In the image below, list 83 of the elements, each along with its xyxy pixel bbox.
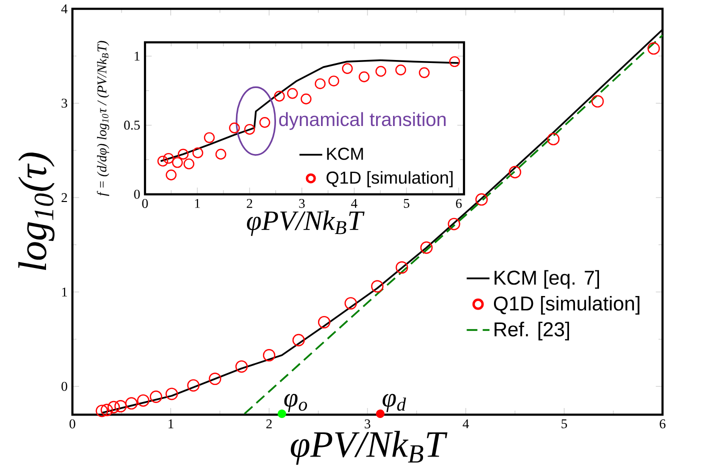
y-axis-title: f = (d/dφ) log$_{10}$τ / (PV/Nk$_{B}$T) [96, 40, 110, 196]
point [314, 78, 326, 89]
x-tick-label: 5 [404, 198, 410, 208]
point [300, 93, 312, 104]
point [371, 280, 384, 292]
point [647, 42, 660, 55]
point [396, 261, 408, 274]
point [328, 75, 340, 86]
point [166, 169, 177, 180]
point [344, 296, 357, 310]
annotation: dynamical transition [279, 112, 446, 130]
point [204, 132, 215, 143]
point [192, 147, 204, 158]
annotation: φ$_{d}$ [382, 394, 406, 412]
point [318, 316, 330, 328]
point [235, 360, 248, 373]
x-axis-title: φPV/Nk$_{B}$T [290, 430, 448, 465]
point [448, 218, 460, 230]
point [166, 388, 178, 400]
point [150, 390, 162, 403]
point [172, 156, 183, 168]
point [208, 372, 222, 385]
y-tick-label: 0 [134, 190, 140, 199]
x-tick-label: 1 [168, 419, 174, 428]
legend-label: KCM [eq. 7] [494, 270, 600, 289]
x-tick-label: 1 [195, 198, 200, 208]
point [125, 397, 138, 410]
line-series [160, 59, 460, 162]
point [259, 116, 270, 128]
x-tick-label: 5 [562, 419, 567, 428]
y-axis-title: log$_{10}$(τ) [18, 152, 55, 270]
y-tick-label: 0 [62, 382, 68, 391]
point [184, 158, 194, 170]
point [508, 166, 522, 178]
x-tick-label: 3 [364, 419, 370, 428]
legend-label: KCM [327, 148, 363, 160]
point [262, 348, 276, 362]
point [274, 90, 285, 102]
y-tick-label: 1 [62, 287, 67, 296]
point [292, 334, 305, 346]
point [547, 132, 560, 146]
point [244, 124, 255, 135]
point [375, 66, 386, 77]
point [358, 71, 370, 82]
y-tick-label: 1 [134, 52, 140, 60]
point [215, 148, 226, 160]
y-tick-label: 2 [62, 193, 67, 202]
point [395, 64, 406, 76]
point [163, 152, 174, 164]
legend-label: Q1D [simulation] [494, 296, 640, 314]
x-tick-label: 2 [266, 419, 272, 428]
x-tick-label: 0 [142, 198, 148, 208]
x-tick-label: 0 [70, 419, 76, 428]
legend-label: Q1D [simulation] [326, 170, 453, 188]
point [178, 148, 189, 160]
point [137, 394, 150, 407]
x-tick-label: 4 [462, 419, 469, 428]
x-tick-label: 6 [660, 419, 666, 428]
point [475, 193, 488, 206]
point [229, 122, 240, 134]
point [420, 241, 433, 254]
y-tick-label: 0.5 [124, 120, 140, 130]
point [157, 156, 168, 166]
point [100, 404, 114, 416]
x-tick-label: 6 [456, 198, 462, 208]
line-series [244, 34, 664, 414]
x-tick-label: 2 [246, 198, 252, 208]
point [108, 400, 120, 414]
annotation: φ$_{o}$ [284, 394, 308, 412]
legend-label: Ref. [23] [494, 322, 570, 340]
point [342, 62, 353, 74]
y-tick-label: 3 [62, 98, 68, 108]
point [418, 67, 430, 78]
x-tick-label: 4 [351, 198, 358, 208]
point [187, 379, 200, 392]
point [96, 404, 108, 417]
point [449, 56, 460, 67]
x-tick-label: 3 [299, 198, 305, 208]
point [114, 400, 127, 412]
y-tick-label: 4 [61, 4, 68, 14]
point [287, 88, 298, 99]
x-axis-title: φPV/Nk$_{B}$T [246, 210, 365, 236]
point [591, 94, 604, 108]
